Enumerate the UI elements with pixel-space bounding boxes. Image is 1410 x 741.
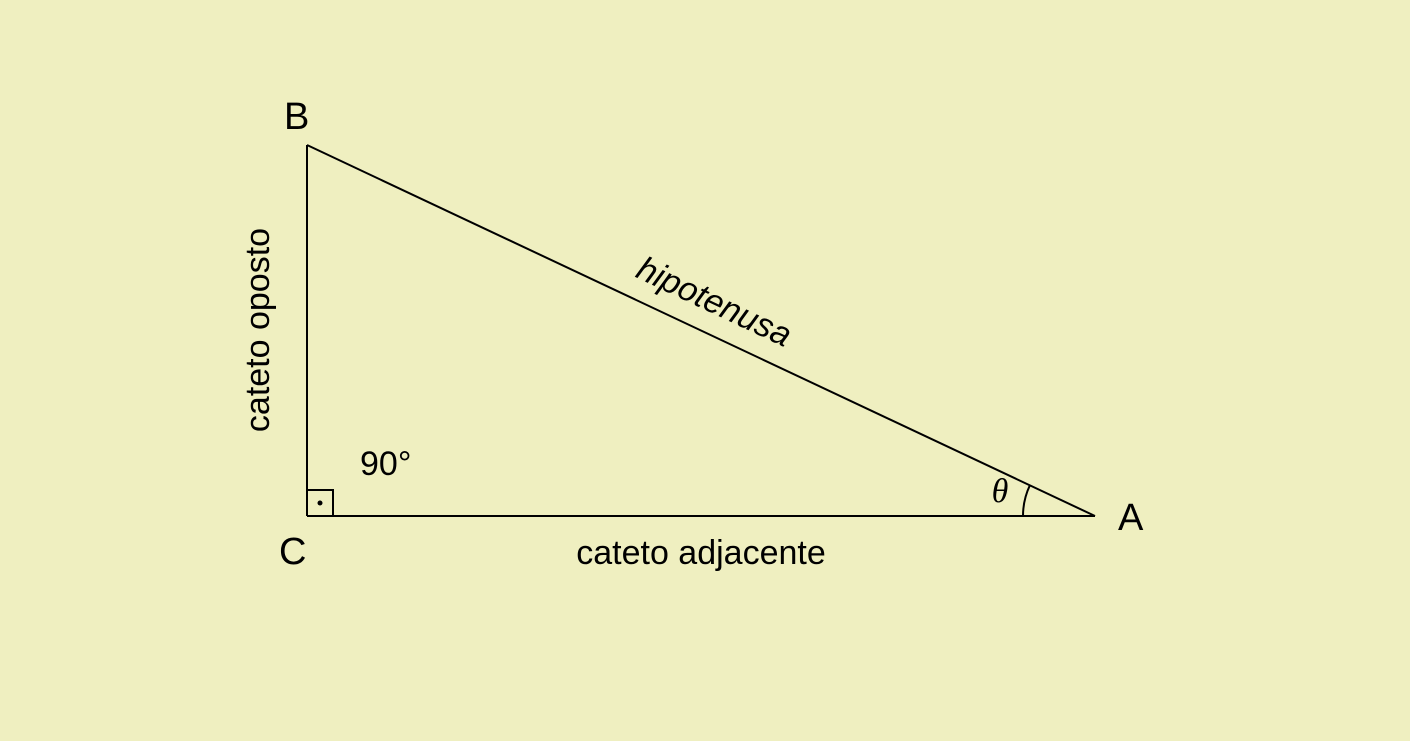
- label-adjacent: cateto adjacente: [576, 534, 826, 572]
- vertex-label-b: B: [284, 96, 309, 138]
- label-right-angle: 90°: [360, 445, 411, 483]
- label-theta: θ: [992, 473, 1009, 510]
- right-angle-dot: [318, 501, 323, 506]
- background-rect: [0, 0, 1410, 741]
- label-opposite: cateto oposto: [239, 228, 277, 432]
- vertex-label-a: A: [1118, 497, 1144, 539]
- vertex-label-c: C: [279, 531, 306, 573]
- diagram-canvas: hipotenusa cateto oposto cateto adjacent…: [0, 0, 1410, 741]
